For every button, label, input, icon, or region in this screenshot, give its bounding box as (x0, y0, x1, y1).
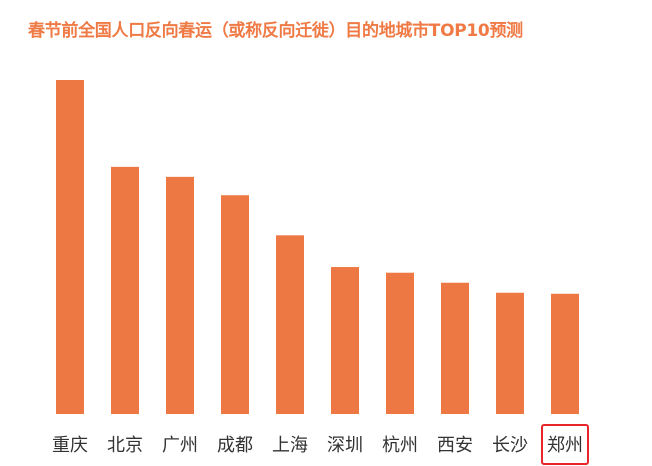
bar-9 (551, 293, 579, 414)
x-tick-label: 成都 (217, 435, 253, 456)
x-tick-label: 杭州 (382, 435, 418, 456)
x-tick-label: 重庆 (52, 435, 88, 456)
x-tick-label: 广州 (162, 435, 198, 456)
bar-1 (111, 166, 139, 414)
bar-4 (276, 235, 304, 414)
bar-7 (441, 282, 469, 414)
highlight-box (541, 424, 589, 465)
x-tick-label: 郑州 (547, 435, 583, 456)
bar-3 (221, 195, 249, 414)
bar-6 (386, 272, 414, 414)
x-tick-label: 深圳 (327, 435, 363, 456)
bar-2 (166, 176, 194, 414)
chart-title: 春节前全国人口反向春运（或称反向迁徙）目的地城市TOP10预测 (28, 21, 523, 41)
bar-8 (496, 292, 524, 414)
x-tick-label: 北京 (107, 435, 143, 456)
bar-0 (56, 80, 84, 414)
x-tick-label: 上海 (272, 435, 308, 456)
x-tick-label: 西安 (437, 435, 473, 456)
x-tick-label: 长沙 (492, 435, 528, 456)
bar-5 (331, 267, 359, 414)
